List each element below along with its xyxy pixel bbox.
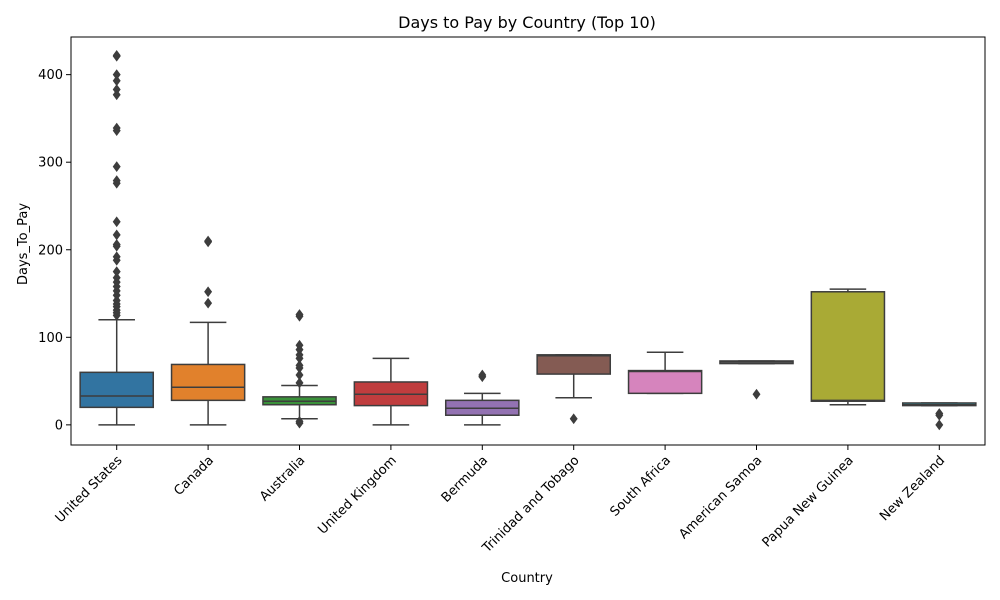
x-tick-label: Papua New Guinea: [760, 453, 857, 550]
outlier-point: [752, 388, 761, 400]
iqr-box: [810, 291, 886, 402]
outlier-point: [112, 272, 121, 284]
outlier-point: [478, 369, 487, 381]
outlier-point: [112, 175, 121, 186]
outlier-point: [295, 369, 304, 381]
x-tick-label: United Kingdom: [315, 453, 399, 537]
outlier-point: [204, 286, 213, 298]
plot-area: [79, 50, 977, 431]
outlier-point: [112, 75, 121, 87]
outlier-point: [295, 415, 304, 427]
outlier-point: [112, 161, 121, 172]
outlier-point: [204, 297, 213, 309]
outlier-point: [112, 216, 121, 228]
box-group: [444, 369, 520, 426]
x-axis-title: Country: [501, 571, 553, 586]
outlier-point: [935, 419, 944, 431]
box-group: [719, 360, 794, 400]
y-tick-label: 300: [38, 156, 63, 171]
chart-title: Days to Pay by Country (Top 10): [398, 13, 656, 32]
iqr-box: [627, 369, 703, 395]
outlier-point: [112, 266, 121, 278]
box-group: [262, 309, 337, 429]
box-group: [170, 235, 246, 426]
y-tick-label: 400: [38, 68, 63, 83]
x-tick-label: Bermuda: [439, 453, 491, 505]
outlier-point: [569, 413, 578, 425]
outlier-point: [295, 377, 304, 389]
box-group: [79, 50, 155, 426]
x-tick-label: Australia: [257, 453, 308, 504]
outlier-point: [295, 339, 304, 351]
outlier-point: [112, 69, 121, 81]
outlier-point: [112, 50, 121, 61]
outlier-point: [112, 229, 121, 241]
outlier-point: [112, 122, 121, 134]
box-group: [901, 402, 977, 431]
outlier-point: [295, 309, 304, 320]
y-axis-title: Days_To_Pay: [16, 203, 31, 285]
plot-frame: [70, 36, 986, 446]
y-tick-label: 0: [55, 418, 63, 433]
iqr-box: [536, 354, 612, 375]
outlier-point: [112, 251, 121, 263]
x-tick-label: United States: [53, 453, 126, 526]
box-group: [353, 357, 429, 426]
outlier-point: [935, 408, 944, 419]
x-tick-label: South Africa: [607, 453, 673, 519]
iqr-box: [170, 363, 246, 402]
outlier-point: [112, 84, 121, 95]
y-tick-label: 200: [38, 243, 63, 258]
outlier-point: [295, 359, 304, 371]
outlier-point: [204, 235, 213, 247]
box-group: [810, 288, 886, 406]
y-tick-label: 100: [38, 331, 63, 346]
iqr-box: [79, 371, 155, 409]
x-tick-label: Canada: [171, 453, 217, 499]
x-tick-label: American Samoa: [676, 453, 765, 542]
x-tick-label: New Zealand: [877, 453, 948, 524]
box-group: [536, 354, 612, 425]
x-tick-label: Trinidad and Tobago: [479, 453, 582, 556]
outlier-point: [112, 239, 121, 250]
box-group: [627, 351, 703, 395]
